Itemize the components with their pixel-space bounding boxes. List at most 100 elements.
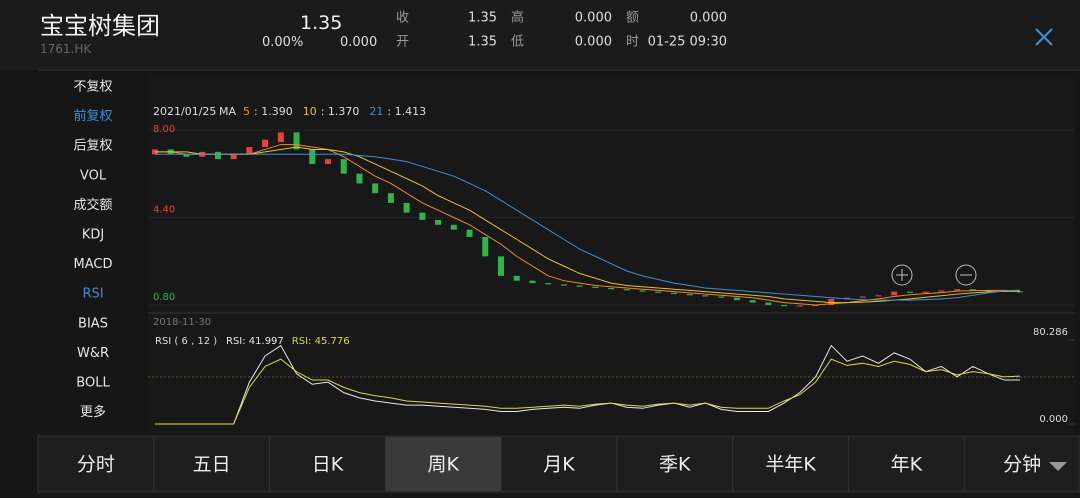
candle [387, 193, 394, 203]
stat-value: 01-25 09:30 [648, 35, 727, 50]
rsi-legend: RSI: 41.997 [226, 336, 284, 347]
ma-legend-name: 21 [369, 105, 383, 118]
chart-area [148, 75, 1075, 433]
side-menu-item[interactable]: VOL [80, 168, 107, 183]
chart-date: 2021/01/25 [153, 105, 216, 118]
dropdown-arrow[interactable] [1049, 462, 1067, 471]
tab[interactable]: 五日 [193, 454, 231, 476]
candle [372, 183, 379, 194]
candle [293, 132, 300, 150]
ma-legend-value: : 1.390 [254, 105, 293, 118]
tab[interactable]: 年K [891, 454, 923, 476]
candle [482, 236, 489, 257]
zoom-in[interactable] [891, 264, 913, 286]
change-pct: 0.00% [262, 35, 304, 50]
stock-code: 1761.HK [40, 42, 92, 56]
zoom-in-icon [896, 269, 908, 281]
zoom-out[interactable] [955, 264, 977, 286]
candle [340, 159, 347, 174]
ma-legend-value: : 1.370 [321, 105, 360, 118]
candle [262, 139, 269, 148]
stat-label: 额 [626, 11, 639, 26]
candle [938, 290, 945, 292]
close-button[interactable] [1035, 28, 1053, 46]
side-menu-item[interactable]: MACD [74, 257, 113, 272]
candle [277, 132, 284, 143]
rsi-tick-label: 80.286 [1033, 327, 1068, 338]
candle [859, 296, 866, 298]
candle [671, 292, 677, 295]
candle [325, 159, 331, 165]
candle [246, 147, 253, 155]
price: 1.35 [300, 12, 343, 34]
side-menu-item[interactable]: 后复权 [73, 138, 112, 154]
y-tick-label: 4.40 [153, 205, 175, 216]
side-menu-item[interactable]: W&R [77, 346, 109, 361]
candle [309, 149, 316, 165]
candle [545, 283, 552, 285]
line [155, 144, 1021, 306]
candle [183, 154, 190, 157]
tab-bar [37, 435, 1080, 493]
tab[interactable]: 半年K [765, 454, 816, 476]
stat-label: 开 [396, 35, 409, 50]
candle [891, 291, 898, 296]
stat-value: 0.000 [575, 35, 612, 50]
stat-label: 低 [511, 35, 524, 50]
side-menu-item[interactable]: KDJ [82, 228, 104, 243]
tab[interactable]: 周K [427, 454, 459, 476]
ma-legend-name: 10 [303, 105, 317, 118]
change: 0.000 [340, 35, 378, 50]
ma-legend-value: : 1.413 [387, 105, 426, 118]
candle [969, 289, 976, 291]
candle [906, 291, 913, 293]
side-menu-item[interactable]: RSI [82, 287, 103, 302]
candle [576, 285, 583, 287]
candle [230, 154, 237, 160]
stat-value: 0.000 [690, 11, 727, 26]
header-bg [0, 0, 1080, 70]
side-menu-item[interactable]: 不复权 [73, 79, 112, 95]
candle [639, 290, 646, 292]
candle [875, 295, 882, 297]
start-date: 2018-11-30 [153, 317, 211, 328]
tab[interactable]: 分时 [77, 454, 115, 476]
line [155, 146, 1021, 304]
rsi-title: RSI ( 6 , 12 ) [155, 336, 217, 347]
side-menu-item[interactable]: 更多 [80, 404, 106, 420]
candle [702, 295, 709, 297]
tab[interactable]: 日K [312, 454, 344, 476]
line [155, 358, 1021, 425]
candle [435, 219, 442, 225]
tab[interactable]: 季K [659, 454, 691, 476]
stat-value: 1.35 [468, 11, 497, 26]
rsi-legend: RSI: 45.776 [292, 336, 350, 347]
candle [403, 202, 410, 213]
candle [356, 173, 363, 184]
candle [592, 286, 599, 288]
side-menu-item[interactable]: BOLL [76, 376, 110, 391]
candle [733, 297, 740, 301]
candle [954, 289, 961, 291]
stat-label: 时 [626, 35, 639, 50]
candle [419, 212, 426, 220]
candle [718, 296, 725, 298]
candle [828, 298, 835, 305]
stat-value: 0.000 [575, 11, 612, 26]
side-menu-item[interactable]: BIAS [78, 316, 108, 331]
candle [765, 302, 772, 305]
ma-legend-name: 5 [243, 105, 250, 118]
y-tick-label: 8.00 [153, 124, 175, 135]
ma-label: MA [219, 105, 236, 118]
tab[interactable]: 分钟 [1003, 454, 1041, 476]
stat-value: 1.35 [468, 35, 497, 50]
candle [498, 256, 504, 276]
tab[interactable]: 月K [543, 454, 575, 476]
candle [214, 151, 221, 160]
side-menu-item[interactable]: 前复权 [73, 108, 112, 124]
side-menu-item[interactable]: 成交额 [73, 197, 112, 213]
candle [655, 291, 662, 293]
line [155, 153, 1021, 301]
